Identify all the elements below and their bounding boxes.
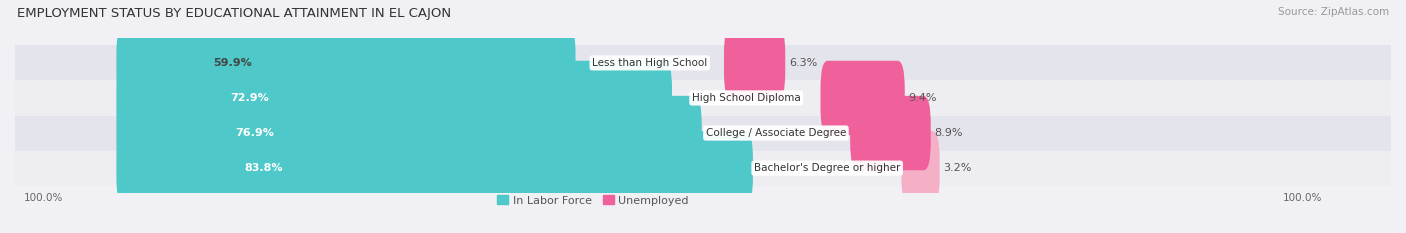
FancyBboxPatch shape	[821, 61, 904, 135]
Text: Less than High School: Less than High School	[592, 58, 707, 68]
Text: 72.9%: 72.9%	[231, 93, 269, 103]
FancyBboxPatch shape	[724, 26, 785, 100]
Text: EMPLOYMENT STATUS BY EDUCATIONAL ATTAINMENT IN EL CAJON: EMPLOYMENT STATUS BY EDUCATIONAL ATTAINM…	[17, 7, 451, 20]
Text: 100.0%: 100.0%	[1282, 193, 1322, 203]
Text: 59.9%: 59.9%	[212, 58, 252, 68]
FancyBboxPatch shape	[15, 45, 1391, 80]
FancyBboxPatch shape	[117, 26, 575, 100]
Text: 8.9%: 8.9%	[935, 128, 963, 138]
Text: 6.3%: 6.3%	[789, 58, 817, 68]
Legend: In Labor Force, Unemployed: In Labor Force, Unemployed	[498, 195, 689, 206]
Text: College / Associate Degree: College / Associate Degree	[706, 128, 846, 138]
Text: 9.4%: 9.4%	[908, 93, 936, 103]
FancyBboxPatch shape	[117, 96, 702, 170]
Text: 100.0%: 100.0%	[24, 193, 63, 203]
FancyBboxPatch shape	[15, 151, 1391, 186]
Text: Bachelor's Degree or higher: Bachelor's Degree or higher	[754, 163, 900, 173]
FancyBboxPatch shape	[851, 96, 931, 170]
Text: 3.2%: 3.2%	[943, 163, 972, 173]
FancyBboxPatch shape	[117, 61, 672, 135]
FancyBboxPatch shape	[15, 116, 1391, 151]
Text: 76.9%: 76.9%	[235, 128, 274, 138]
FancyBboxPatch shape	[15, 80, 1391, 116]
Text: Source: ZipAtlas.com: Source: ZipAtlas.com	[1278, 7, 1389, 17]
FancyBboxPatch shape	[117, 131, 754, 205]
Text: High School Diploma: High School Diploma	[692, 93, 800, 103]
FancyBboxPatch shape	[901, 131, 939, 205]
Text: 83.8%: 83.8%	[245, 163, 283, 173]
